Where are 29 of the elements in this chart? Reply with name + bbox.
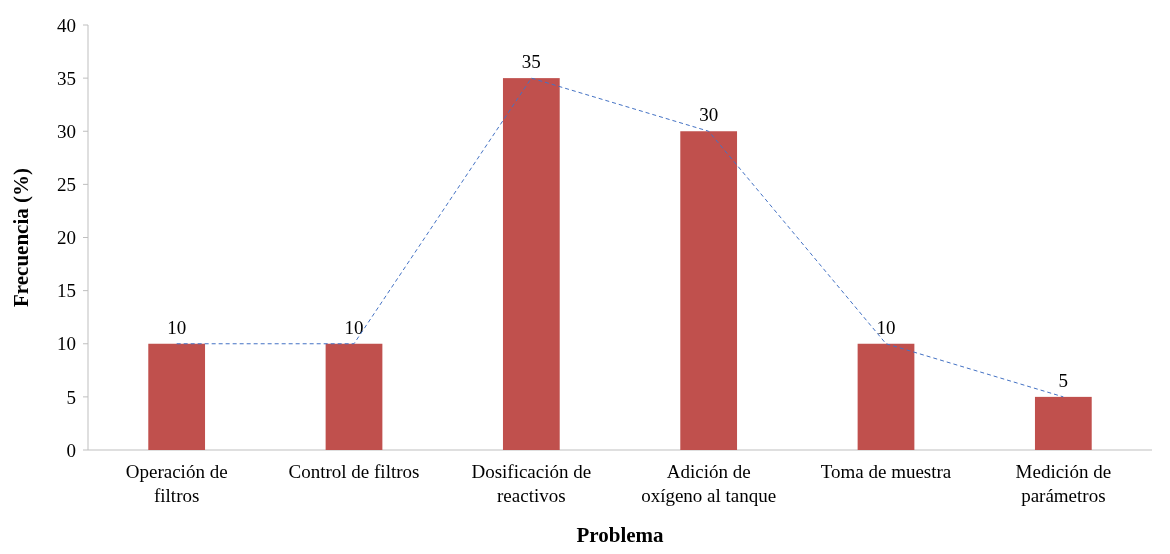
x-tick-label: Adición de oxígeno al tanque [641, 461, 777, 506]
bar [148, 343, 206, 450]
data-label: 5 [1058, 369, 1069, 391]
bar [1034, 396, 1092, 450]
y-tick-label: 30 [57, 120, 76, 142]
x-tick-label: Control de filtros [288, 461, 420, 482]
y-tick-label: 5 [66, 386, 76, 408]
y-tick-label: 40 [57, 14, 76, 36]
y-tick-label: 15 [57, 280, 76, 302]
x-tick-label: Medición de parámetros [1015, 461, 1112, 506]
x-axis-title: Problema [576, 523, 665, 547]
data-label: 30 [699, 104, 719, 126]
data-label: 35 [521, 51, 541, 73]
y-axis-title: Frecuencia (%) [9, 168, 33, 307]
y-tick-label: 25 [57, 174, 76, 196]
bar [680, 131, 738, 450]
x-tick-label: Toma de muestra [820, 461, 952, 482]
bar [502, 78, 560, 450]
x-tick-label: Operación de filtros [125, 461, 228, 506]
data-label: 10 [876, 316, 896, 338]
y-tick-label: 0 [66, 439, 76, 461]
y-tick-label: 35 [57, 67, 76, 89]
bar [857, 343, 915, 450]
x-tick-label: Dosificación de reactivos [471, 461, 592, 506]
bar [325, 343, 383, 450]
y-tick-label: 20 [57, 227, 76, 249]
data-label: 10 [167, 316, 187, 338]
data-label: 10 [344, 316, 364, 338]
y-tick-label: 10 [57, 333, 76, 355]
